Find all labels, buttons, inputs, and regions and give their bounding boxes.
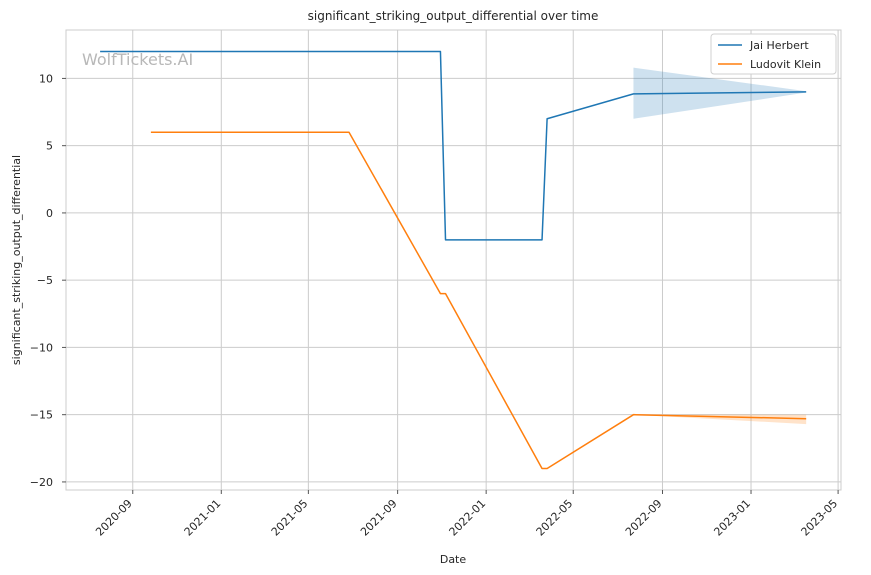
x-tick-label: 2021-05 [269, 497, 311, 539]
grid-lines [66, 30, 841, 490]
legend-label-jai-herbert: Jai Herbert [749, 39, 809, 52]
y-tick-label: 0 [46, 207, 53, 220]
legend-box [710, 33, 837, 75]
x-axis-label: Date [440, 553, 467, 566]
legend: Jai Herbert Ludovit Klein [710, 33, 837, 75]
line-jai-herbert [100, 50, 807, 241]
y-tick-label: −10 [30, 341, 53, 354]
y-tick-label: 10 [39, 72, 53, 85]
y-tick-label: −15 [30, 409, 53, 422]
x-tick-label: 2020-09 [93, 497, 135, 539]
y-tick-label: −5 [37, 274, 53, 287]
chart-title: significant_striking_output_differential… [308, 9, 599, 23]
x-tick-label: 2022-05 [534, 497, 576, 539]
plot-area [65, 29, 842, 491]
line-ludovit-klein [150, 131, 807, 470]
watermark: WolfTickets.AI [82, 50, 193, 69]
x-tick-label: 2021-09 [358, 497, 400, 539]
legend-label-ludovit-klein: Ludovit Klein [750, 58, 821, 71]
x-tick-labels: 2020-09 2021-01 2021-05 2021-09 2022-01 2022-… [93, 490, 840, 539]
y-tick-label: 5 [46, 140, 53, 153]
series-lines [100, 50, 807, 470]
x-tick-label: 2022-09 [623, 497, 665, 539]
x-tick-label: 2023-01 [711, 497, 753, 539]
x-tick-label: 2023-05 [799, 497, 841, 539]
y-tick-label: −20 [30, 476, 53, 489]
x-tick-label: 2022-01 [447, 497, 489, 539]
x-tick-label: 2021-01 [182, 497, 224, 539]
y-axis-label: significant_striking_output_differential [10, 155, 23, 365]
y-tick-labels: 10 5 0 −5 −10 −15 −20 [30, 72, 66, 489]
